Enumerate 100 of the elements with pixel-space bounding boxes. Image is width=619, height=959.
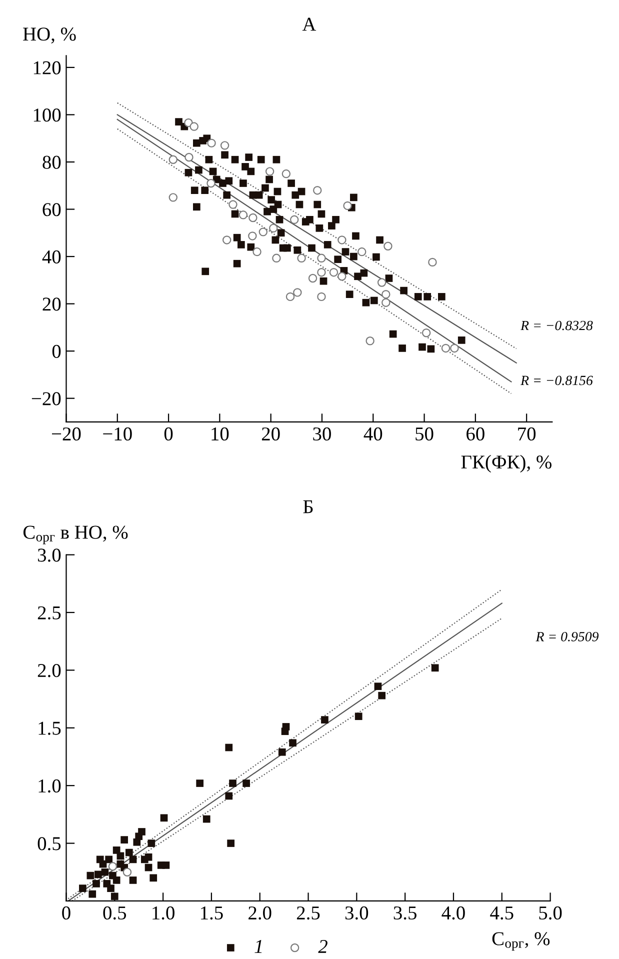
point [122,868,132,876]
annotation: R = 0.9509 [536,632,599,642]
point [202,815,210,823]
y-tick-label: 1.0 [38,779,61,793]
x-tick-label: 1.0 [152,906,174,920]
point [338,272,346,281]
x-tick-label: 5.0 [539,906,562,920]
x-tick-label: 3.0 [345,906,368,920]
x-tick-label: 70 [518,427,536,441]
point [289,739,296,747]
point [450,344,459,353]
point [184,152,194,162]
point [366,336,374,346]
point [79,884,86,892]
x-tick-label: 1.5 [201,906,223,920]
annotation: R = −0.8328 [520,320,593,330]
y-tick-label: 80 [42,156,61,169]
point [431,664,439,672]
point [265,167,274,176]
point [129,856,137,864]
point [374,682,382,690]
point [109,872,116,880]
point [384,242,392,250]
chart-title: Б [303,500,313,514]
y-tick-label: 2.5 [38,606,61,620]
legend-label: 2 [318,940,328,953]
point [228,200,238,209]
x-tick-label: 20 [262,427,280,441]
point [129,876,137,884]
y-tick-label: 1.5 [38,722,61,735]
point [242,780,250,787]
point [428,258,437,267]
y-tick-label: 40 [42,250,61,264]
point [150,874,158,882]
point [108,862,118,871]
point [248,213,258,222]
point [107,884,114,892]
point [317,268,326,277]
point [317,292,326,302]
y-tick-label: −20 [32,392,61,406]
point [99,860,107,868]
point [382,298,390,307]
x-tick-label: −20 [52,427,81,441]
point [225,792,233,800]
point [140,856,148,864]
point [101,868,109,876]
legend-label: 1 [254,940,262,953]
point [252,247,262,256]
y-tick-label: 0 [52,344,61,358]
x-axis-title: ГК(ФК), % [461,454,552,473]
y-tick-label: 0.5 [38,837,61,850]
point [135,832,143,840]
point [112,846,120,854]
chart-title: А [302,18,316,31]
y-tick-label: 2.0 [38,664,61,678]
x-tick-label: 40 [364,427,382,441]
y-tick-label: 120 [34,61,61,74]
point [88,890,96,898]
y-tick-label: 20 [42,298,61,311]
point [92,880,100,888]
point [358,247,366,256]
point [206,178,216,188]
point [293,288,302,297]
x-tick-label: 50 [416,427,434,441]
point [238,210,248,220]
point [343,201,352,210]
point [86,872,94,880]
point [225,744,233,752]
point [338,236,346,244]
point [422,328,431,338]
point [229,780,236,787]
point [297,254,306,263]
point [144,864,152,872]
point [222,236,232,244]
x-tick-label: 10 [212,427,229,441]
x-tick-label: 3.5 [394,906,416,920]
point [248,232,257,240]
point [281,728,289,736]
point [290,215,299,224]
point [157,862,165,869]
y-tick-label: 3.0 [38,548,61,562]
point [220,141,230,150]
x-tick-label: 2.0 [248,906,272,920]
point [282,169,291,178]
y-tick-label: 100 [34,108,61,122]
y-axis-title: НО, % [23,28,76,44]
point [278,748,286,756]
x-tick-label: 2.5 [296,906,320,920]
point [272,254,281,263]
point [196,780,204,787]
point [378,692,386,700]
x-tick-label: 4.5 [490,906,514,920]
point [148,840,156,847]
y-axis-title: C$_{орг}$ в НО, % [23,526,128,544]
point [125,848,133,856]
point [94,870,102,878]
x-tick-label: 0 [62,906,70,920]
point [354,712,362,720]
point [377,278,386,287]
x-tick-label: 0 [164,427,173,441]
